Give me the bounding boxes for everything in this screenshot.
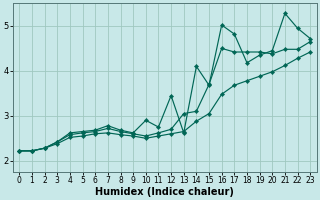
X-axis label: Humidex (Indice chaleur): Humidex (Indice chaleur) (95, 187, 234, 197)
